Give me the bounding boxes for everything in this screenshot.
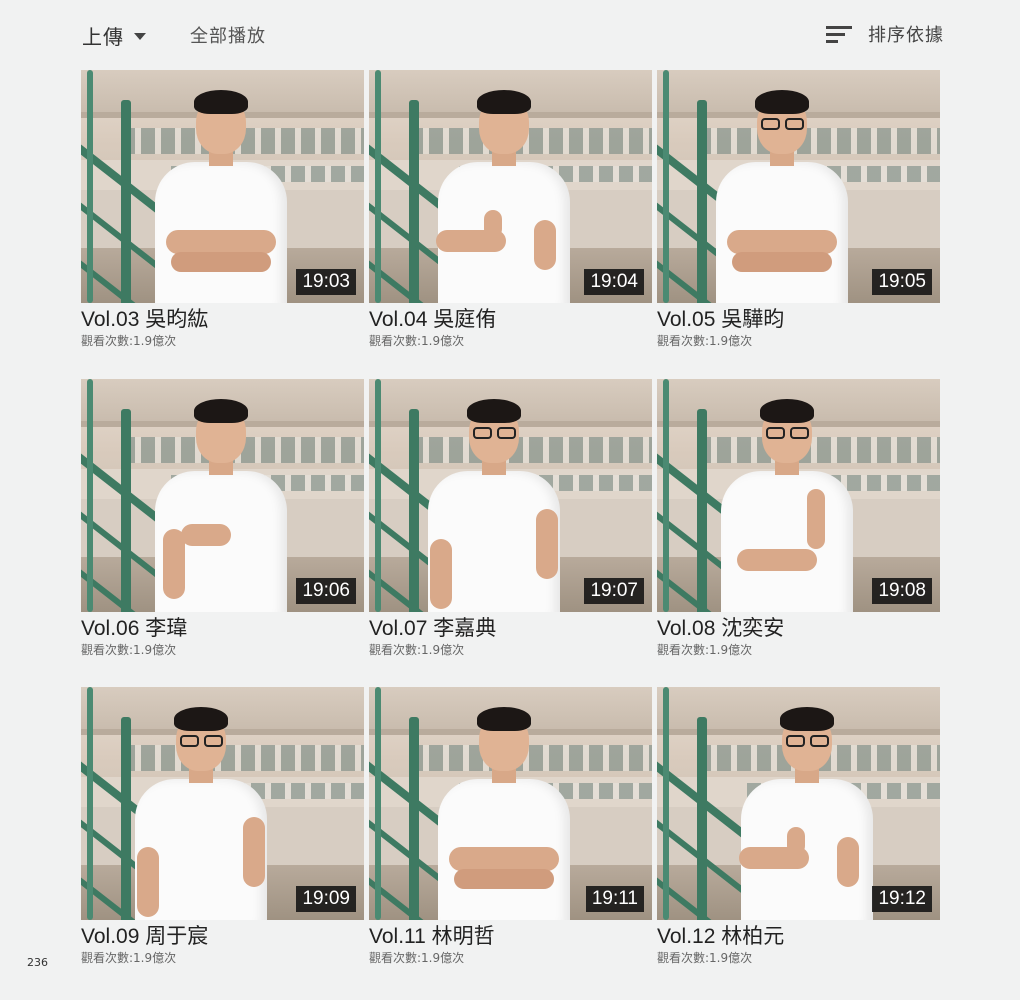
video-card[interactable]: 19:06 Vol.06 李瑋觀看次數:1.9億次 bbox=[81, 379, 364, 657]
video-view-count: 觀看次數:1.9億次 bbox=[369, 334, 465, 348]
video-duration: 19:09 bbox=[296, 886, 356, 912]
video-thumbnail[interactable]: 19:08 bbox=[657, 379, 940, 612]
toolbar: 上傳 全部播放 排序依據 bbox=[0, 0, 1020, 70]
video-card[interactable]: 19:07 Vol.07 李嘉典觀看次數:1.9億次 bbox=[369, 379, 652, 657]
video-card[interactable]: 19:05 Vol.05 吳驊昀觀看次數:1.9億次 bbox=[657, 70, 940, 348]
video-title[interactable]: Vol.08 沈奕安 bbox=[657, 617, 785, 640]
person-figure bbox=[657, 70, 940, 303]
video-thumbnail[interactable]: 19:09 bbox=[81, 687, 364, 920]
video-card[interactable]: 19:03 Vol.03 吳昀紘觀看次數:1.9億次 bbox=[81, 70, 364, 348]
play-all-button[interactable]: 全部播放 bbox=[190, 26, 266, 47]
video-card[interactable]: 19:12 Vol.12 林柏元觀看次數:1.9億次 bbox=[657, 687, 940, 965]
video-thumbnail[interactable]: 19:04 bbox=[369, 70, 652, 303]
video-title[interactable]: Vol.11 林明哲 bbox=[369, 925, 495, 948]
video-card[interactable]: 19:08 Vol.08 沈奕安觀看次數:1.9億次 bbox=[657, 379, 940, 657]
video-title[interactable]: Vol.05 吳驊昀 bbox=[657, 308, 785, 331]
upload-dropdown-button[interactable]: 上傳 bbox=[82, 20, 146, 50]
video-view-count: 觀看次數:1.9億次 bbox=[657, 951, 753, 965]
video-thumbnail[interactable]: 19:06 bbox=[81, 379, 364, 612]
person-figure bbox=[81, 687, 364, 920]
person-figure bbox=[81, 379, 364, 612]
caret-down-icon bbox=[134, 33, 146, 40]
video-view-count: 觀看次數:1.9億次 bbox=[81, 334, 177, 348]
video-title[interactable]: Vol.03 吳昀紘 bbox=[81, 308, 209, 331]
person-figure bbox=[369, 687, 652, 920]
person-figure bbox=[369, 379, 652, 612]
person-figure bbox=[81, 70, 364, 303]
video-duration: 19:05 bbox=[872, 269, 932, 295]
video-card[interactable]: 19:09 Vol.09 周于宸觀看次數:1.9億次 bbox=[81, 687, 364, 965]
person-figure bbox=[369, 70, 652, 303]
sort-label: 排序依據 bbox=[868, 25, 944, 46]
video-view-count: 觀看次數:1.9億次 bbox=[81, 643, 177, 657]
video-view-count: 觀看次數:1.9億次 bbox=[369, 951, 465, 965]
video-duration: 19:08 bbox=[872, 578, 932, 604]
video-thumbnail[interactable]: 19:12 bbox=[657, 687, 940, 920]
video-card[interactable]: 19:04 Vol.04 吳庭侑觀看次數:1.9億次 bbox=[369, 70, 652, 348]
video-thumbnail[interactable]: 19:11 bbox=[369, 687, 652, 920]
sort-icon bbox=[826, 25, 852, 43]
video-duration: 19:07 bbox=[584, 578, 644, 604]
video-view-count: 觀看次數:1.9億次 bbox=[81, 951, 177, 965]
video-duration: 19:06 bbox=[296, 578, 356, 604]
upload-label: 上傳 bbox=[82, 24, 124, 49]
video-thumbnail[interactable]: 19:05 bbox=[657, 70, 940, 303]
video-thumbnail[interactable]: 19:03 bbox=[81, 70, 364, 303]
video-duration: 19:11 bbox=[585, 886, 644, 912]
video-thumbnail[interactable]: 19:07 bbox=[369, 379, 652, 612]
video-title[interactable]: Vol.06 李瑋 bbox=[81, 617, 188, 640]
video-title[interactable]: Vol.09 周于宸 bbox=[81, 925, 209, 948]
video-title[interactable]: Vol.04 吳庭侑 bbox=[369, 308, 497, 331]
person-figure bbox=[657, 379, 940, 612]
video-duration: 19:04 bbox=[584, 269, 644, 295]
video-title[interactable]: Vol.12 林柏元 bbox=[657, 925, 785, 948]
video-card[interactable]: 19:11 Vol.11 林明哲觀看次數:1.9億次 bbox=[369, 687, 652, 965]
page-number: 236 bbox=[27, 956, 48, 969]
person-figure bbox=[657, 687, 940, 920]
video-title[interactable]: Vol.07 李嘉典 bbox=[369, 617, 497, 640]
video-duration: 19:03 bbox=[296, 269, 356, 295]
sort-by-button[interactable]: 排序依據 bbox=[826, 20, 944, 48]
video-view-count: 觀看次數:1.9億次 bbox=[657, 334, 753, 348]
video-view-count: 觀看次數:1.9億次 bbox=[657, 643, 753, 657]
video-duration: 19:12 bbox=[872, 886, 932, 912]
video-view-count: 觀看次數:1.9億次 bbox=[369, 643, 465, 657]
